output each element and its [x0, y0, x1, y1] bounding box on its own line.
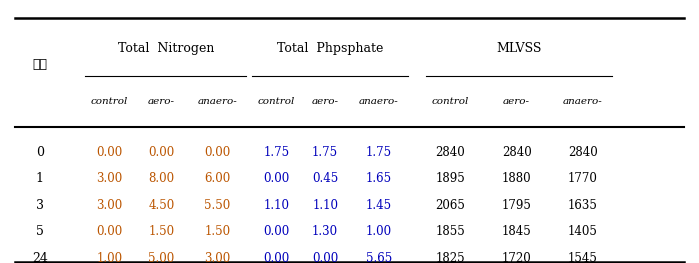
Text: 0.00: 0.00 — [96, 146, 122, 159]
Text: 0.00: 0.00 — [264, 225, 289, 238]
Text: 1.50: 1.50 — [204, 225, 230, 238]
Text: aero-: aero- — [312, 97, 338, 106]
Text: 24: 24 — [31, 252, 48, 263]
Text: 시간: 시간 — [32, 58, 47, 71]
Text: 0.00: 0.00 — [264, 172, 289, 185]
Text: 3.00: 3.00 — [96, 199, 122, 212]
Text: 5.65: 5.65 — [366, 252, 392, 263]
Text: 1770: 1770 — [568, 172, 598, 185]
Text: anaero-: anaero- — [197, 97, 237, 106]
Text: control: control — [258, 97, 295, 106]
Text: anaero-: anaero- — [359, 97, 398, 106]
Text: control: control — [432, 97, 469, 106]
Text: 5.50: 5.50 — [204, 199, 231, 212]
Text: 2065: 2065 — [435, 199, 466, 212]
Text: 0.00: 0.00 — [264, 252, 289, 263]
Text: 1: 1 — [36, 172, 43, 185]
Text: 0.00: 0.00 — [204, 146, 231, 159]
Text: 3.00: 3.00 — [204, 252, 231, 263]
Text: 5: 5 — [36, 225, 43, 238]
Text: 6.00: 6.00 — [204, 172, 231, 185]
Text: 1545: 1545 — [568, 252, 598, 263]
Text: 1.45: 1.45 — [366, 199, 392, 212]
Text: 1.50: 1.50 — [148, 225, 175, 238]
Text: 1405: 1405 — [568, 225, 598, 238]
Text: 1825: 1825 — [435, 252, 466, 263]
Text: 0.45: 0.45 — [312, 172, 338, 185]
Text: 1.75: 1.75 — [366, 146, 392, 159]
Text: 1.30: 1.30 — [312, 225, 338, 238]
Text: 3: 3 — [36, 199, 43, 212]
Text: 3.00: 3.00 — [96, 172, 122, 185]
Text: 1.65: 1.65 — [366, 172, 392, 185]
Text: 1720: 1720 — [502, 252, 531, 263]
Text: 1880: 1880 — [502, 172, 531, 185]
Text: 1.10: 1.10 — [312, 199, 338, 212]
Text: 1.00: 1.00 — [366, 225, 392, 238]
Text: 1845: 1845 — [502, 225, 531, 238]
Text: 1.75: 1.75 — [312, 146, 338, 159]
Text: control: control — [91, 97, 128, 106]
Text: 1895: 1895 — [435, 172, 466, 185]
Text: 1635: 1635 — [568, 199, 598, 212]
Text: 2840: 2840 — [502, 146, 531, 159]
Text: 0: 0 — [36, 146, 43, 159]
Text: 4.50: 4.50 — [148, 199, 175, 212]
Text: 1.75: 1.75 — [264, 146, 289, 159]
Text: anaero-: anaero- — [563, 97, 603, 106]
Text: 1.10: 1.10 — [264, 199, 289, 212]
Text: 0.00: 0.00 — [312, 252, 338, 263]
Text: 1855: 1855 — [435, 225, 466, 238]
Text: 1.00: 1.00 — [96, 252, 122, 263]
Text: 5.00: 5.00 — [148, 252, 175, 263]
Text: Total  Phpsphate: Total Phpsphate — [277, 42, 383, 55]
Text: 8.00: 8.00 — [148, 172, 175, 185]
Text: 1795: 1795 — [502, 199, 531, 212]
Text: MLVSS: MLVSS — [496, 42, 542, 55]
Text: Total  Nitrogen: Total Nitrogen — [117, 42, 214, 55]
Text: 2840: 2840 — [568, 146, 598, 159]
Text: 2840: 2840 — [435, 146, 466, 159]
Text: aero-: aero- — [148, 97, 175, 106]
Text: 0.00: 0.00 — [96, 225, 122, 238]
Text: 0.00: 0.00 — [148, 146, 175, 159]
Text: aero-: aero- — [503, 97, 530, 106]
